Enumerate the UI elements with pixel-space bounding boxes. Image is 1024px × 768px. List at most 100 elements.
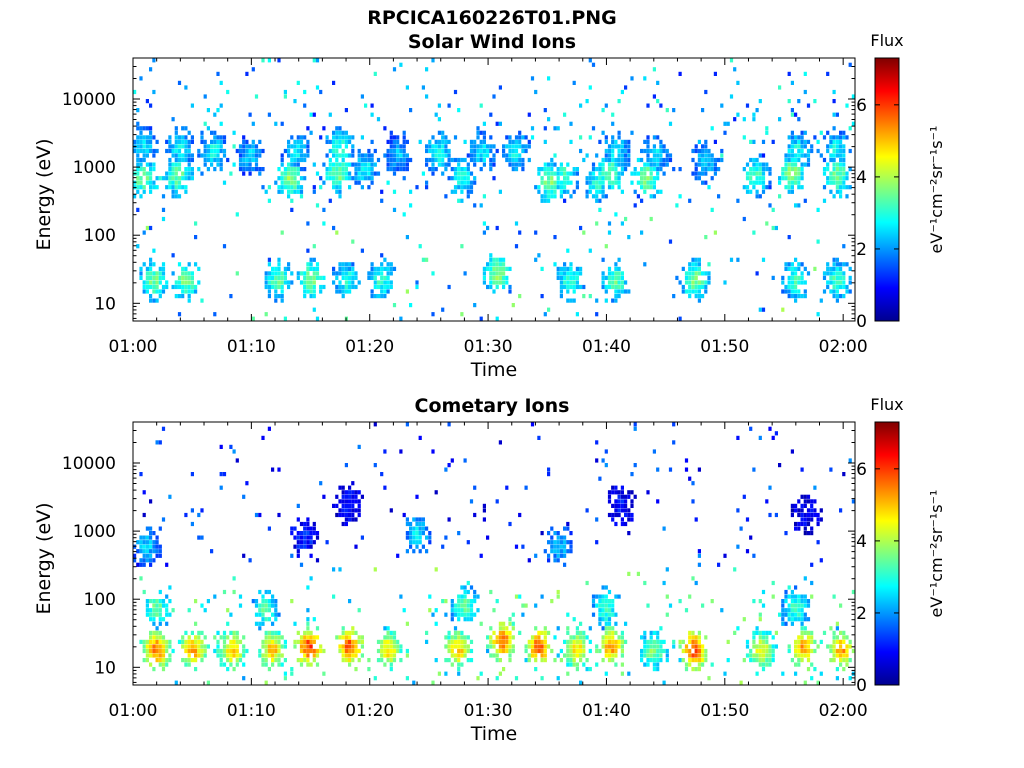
spectrogram-cell [425, 630, 429, 635]
spectrogram-cell [479, 139, 483, 144]
spectrogram-cell [405, 531, 409, 536]
spectrogram-cell [569, 635, 573, 640]
spectrogram-cell [149, 284, 153, 290]
spectrogram-cell [723, 130, 727, 135]
spectrogram-cell [826, 130, 830, 135]
spectrogram-cell [617, 490, 621, 495]
spectrogram-cell [617, 294, 621, 299]
spectrogram-cell [187, 644, 191, 649]
spectrogram-cell [806, 162, 811, 167]
spectrogram-cell [627, 153, 631, 158]
spectrogram-cell [604, 244, 608, 249]
spectrogram-cell [360, 644, 364, 649]
spectrogram-cell [832, 257, 836, 262]
spectrogram-cell [306, 289, 310, 294]
spectrogram-cell [694, 171, 698, 176]
spectrogram-cell [643, 148, 647, 154]
spectrogram-cell [469, 612, 474, 617]
spectrogram-cell [652, 639, 656, 644]
spectrogram-cell [354, 499, 358, 504]
spectrogram-cell [216, 639, 220, 644]
spectrogram-cell [842, 167, 846, 172]
spectrogram-cell [463, 167, 467, 172]
spectrogram-cell [235, 639, 239, 644]
spectrogram-cell [322, 180, 326, 185]
spectrogram-cell [213, 153, 217, 158]
spectrogram-cell [145, 639, 149, 644]
spectrogram-cell [271, 621, 275, 626]
spectrogram-cell [309, 262, 313, 267]
spectrogram-cell [303, 89, 307, 95]
spectrogram-cell [210, 153, 214, 158]
spectrogram-cell [508, 521, 512, 527]
spectrogram-cell [697, 266, 701, 271]
spectrogram-cell [540, 630, 544, 635]
spectrogram-cell [315, 648, 320, 654]
spectrogram-cell [338, 262, 342, 267]
spectrogram-cell [306, 658, 310, 663]
spectrogram-cell [187, 153, 191, 158]
spectrogram-cell [784, 266, 788, 271]
spectrogram-cell [453, 89, 458, 95]
spectrogram-cell [527, 639, 531, 644]
spectrogram-cell [839, 653, 843, 658]
spectrogram-cell [518, 630, 522, 635]
spectrogram-cell [267, 617, 271, 622]
spectrogram-cell [152, 667, 156, 672]
spectrogram-cell [601, 171, 605, 176]
spectrogram-cell [620, 648, 624, 654]
spectrogram-cell [611, 512, 615, 518]
spectrogram-cell [312, 648, 316, 654]
spectrogram-cell [585, 189, 589, 194]
spectrogram-cell [309, 112, 313, 117]
spectrogram-cell [659, 148, 663, 154]
spectrogram-cell [242, 653, 246, 658]
spectrogram-cell [611, 275, 615, 280]
spectrogram-cell [790, 162, 794, 167]
spectrogram-cell [774, 644, 778, 649]
spectrogram-cell [392, 167, 397, 172]
spectrogram-cell [547, 467, 551, 472]
spectrogram-cell [168, 157, 172, 163]
spectrogram-cell [165, 612, 169, 617]
spectrogram-cell [656, 99, 660, 104]
spectrogram-cell [806, 139, 811, 144]
spectrogram-cell [261, 603, 265, 608]
spectrogram-cell [341, 626, 345, 631]
spectrogram-cell [572, 298, 576, 303]
spectrogram-cell [505, 644, 509, 649]
spectrogram-cell [614, 280, 618, 285]
spectrogram-cell [502, 644, 506, 649]
spectrogram-cell [604, 585, 608, 590]
spectrogram-cell [229, 612, 233, 617]
spectrogram-cell [524, 135, 528, 140]
spectrogram-cell [351, 658, 355, 663]
spectrogram-cell [566, 626, 570, 631]
spectrogram-cell [575, 275, 579, 280]
spectrogram-cell [707, 162, 711, 167]
spectrogram-cell [184, 289, 188, 294]
spectrogram-cell [652, 135, 656, 140]
spectrogram-cell [569, 298, 573, 303]
spectrogram-cell [222, 135, 227, 140]
spectrogram-cell [530, 76, 535, 81]
spectrogram-cell [444, 644, 448, 649]
spectrogram-cell [640, 230, 644, 235]
spectrogram-cell [332, 185, 336, 190]
spectrogram-cell [768, 630, 772, 635]
spectrogram-cell [489, 157, 493, 163]
spectrogram-cell [556, 126, 560, 131]
spectrogram-cell [242, 635, 246, 640]
colorbar-title: Flux [870, 31, 903, 50]
spectrogram-cell [556, 626, 560, 631]
spectrogram-cell [794, 257, 798, 262]
spectrogram-cell [216, 648, 220, 654]
spectrogram-cell [797, 153, 801, 158]
spectrogram-cell [835, 257, 839, 262]
spectrogram-cell [293, 621, 297, 626]
spectrogram-cell [344, 658, 348, 663]
spectrogram-cell [453, 639, 458, 644]
spectrogram-cell [784, 162, 788, 167]
spectrogram-cell [495, 499, 499, 504]
spectrogram-cell [559, 648, 563, 654]
